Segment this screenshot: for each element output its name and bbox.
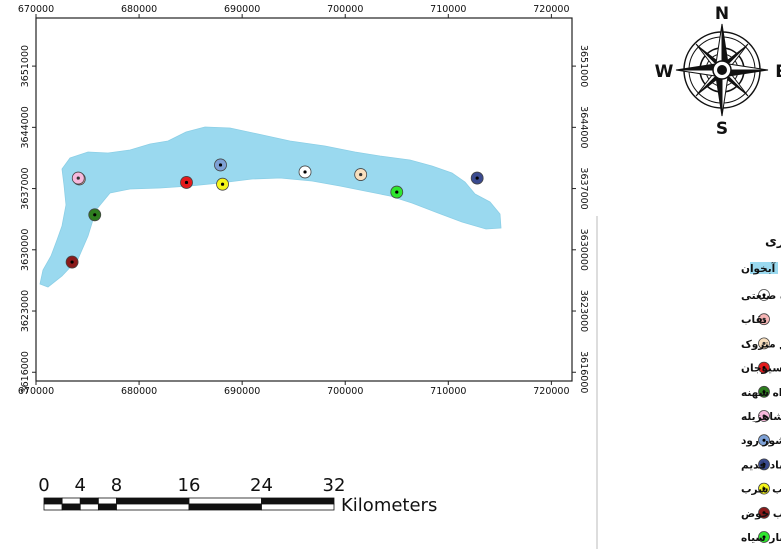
west-label: W (655, 62, 674, 82)
x-tick-label-bottom: 720000 (533, 386, 569, 397)
y-tick-label-left: 3623000 (20, 290, 31, 332)
station-marker-rah_shahneh[interactable] (88, 208, 102, 222)
x-tick-label-top: 710000 (430, 4, 466, 15)
legend-label: جنوب حاجی اباد-عمیق متروک (741, 338, 781, 350)
legend-items: اراضی شمس آباد-شهرک صنعتی نقاب جنوب حاجی ا… (741, 289, 781, 544)
x-tick-label-top: 680000 (121, 4, 157, 15)
legend-aquifer-swatch (750, 262, 778, 274)
scale-label: 0 (38, 475, 49, 496)
aquifer-polygon (39, 126, 502, 288)
y-tick-label-right: 3644000 (578, 106, 589, 148)
south-label: S (716, 119, 728, 139)
legend-item-nasrabad: نصرآباد، جنب حوض (741, 507, 781, 520)
legend-item-jonub_haji: جنوب حاجی اباد-عمیق متروک (741, 337, 781, 350)
y-tick-label-right: 3623000 (578, 290, 589, 332)
y-tick-label-left: 3651000 (20, 45, 31, 87)
station-marker-shokatabad[interactable] (470, 171, 484, 185)
x-axis-bottom: 670000 680000 690000 700000 710000 720000 (18, 381, 570, 397)
x-axis-top: 670000 680000 690000 700000 710000 720000 (18, 4, 570, 18)
north-label: N (715, 4, 729, 24)
y-tick-label-right: 3630000 (578, 229, 589, 271)
y-tick-label-right: 3651000 (578, 45, 589, 87)
x-tick-label-bottom: 710000 (430, 386, 466, 397)
x-tick-label-bottom: 670000 (18, 386, 54, 397)
scale-label: 8 (111, 475, 122, 496)
scale-label: 4 (75, 475, 86, 496)
legend-label: غرب محمدیه -جنب آب شرب (741, 483, 781, 496)
legend-item-shokatabad: شوکت آباد قدیم (741, 458, 781, 471)
x-tick-label-bottom: 700000 (327, 386, 363, 397)
x-tick-label-top: 720000 (533, 4, 569, 15)
legend-label: نصرآباد، جنب حوض (741, 507, 781, 520)
east-label: E (775, 62, 781, 82)
station-marker-arazi[interactable] (298, 165, 312, 179)
legend-label: نقاب (741, 314, 767, 326)
station-markers (65, 158, 484, 269)
legend-item-gharb_mohammadieh: غرب محمدیه -جنب آب شرب (741, 483, 781, 496)
scale-label: 24 (250, 475, 273, 496)
scale-label: 16 (178, 475, 201, 496)
legend: نقشه ایستگاه های پیزومتری آبخوان اراضی ش… (596, 216, 781, 549)
legend-item-rah_shahneh: راه شهنه (741, 385, 781, 399)
station-marker-rah_sivajan[interactable] (180, 176, 193, 189)
y-tick-label-left: 3644000 (20, 106, 31, 148)
legend-label: شمال محمدیه- ۳۰۰ متری شور رود (741, 435, 781, 447)
y-tick-label-left: 3616000 (20, 351, 31, 393)
station-marker-shomal_shahzileh[interactable] (71, 171, 85, 185)
x-tick-label-top: 690000 (224, 4, 260, 15)
legend-aquifer-label: آبخوان (741, 262, 776, 275)
x-tick-label-bottom: 680000 (121, 386, 157, 397)
y-tick-label-right: 3616000 (578, 351, 589, 393)
legend-label: اراضی شمس آباد-شهرک صنعتی (741, 289, 781, 302)
legend-item-shomal_shahzileh: شمال روستای شاهزیله (741, 410, 781, 423)
y-axis-left: 3651000 3644000 3637000 3630000 3623000 36160… (20, 45, 36, 393)
station-marker-nasrabad[interactable] (65, 255, 79, 269)
y-axis-right: 3651000 3644000 3637000 3630000 3623000 36160… (572, 45, 589, 393)
x-tick-label-top: 670000 (18, 4, 54, 15)
legend-label: شوکت آباد قدیم (741, 458, 781, 471)
scale-label: 32 (323, 475, 346, 496)
legend-label: شمال روستای شاهزیله (741, 411, 781, 423)
station-marker-gharb_mohammadieh[interactable] (216, 177, 229, 191)
legend-label: کنار سیاه (741, 532, 781, 544)
legend-item-arazi: اراضی شمس آباد-شهرک صنعتی (741, 289, 781, 302)
legend-label: راه سیوجان (741, 363, 781, 375)
x-tick-label-top: 700000 (327, 4, 363, 15)
station-marker-jonub_haji[interactable] (354, 168, 368, 181)
legend-item-noqab: نقاب (741, 313, 770, 326)
legend-item-kenar_siah: کنار سیاه (741, 531, 781, 544)
scale-bar: 0 4 8 16 24 32 Kilometers (38, 475, 437, 516)
legend-item-shomal_mohammadieh: شمال محمدیه- ۳۰۰ متری شور رود (741, 434, 781, 447)
legend-label: راه شهنه (741, 387, 781, 399)
x-tick-label-bottom: 690000 (224, 386, 260, 397)
scale-unit: Kilometers (341, 495, 437, 516)
north-arrow: N E S W (655, 4, 781, 139)
station-marker-shomal_mohammadieh[interactable] (214, 158, 227, 172)
y-tick-label-left: 3637000 (20, 167, 31, 209)
station-marker-kenar_siah[interactable] (390, 185, 404, 199)
y-tick-label-right: 3637000 (578, 167, 589, 209)
legend-item-rah_sivajan: راه سیوجان (741, 361, 781, 375)
map-frame (35, 17, 573, 382)
y-tick-label-left: 3630000 (20, 229, 31, 271)
legend-title: نقشه ایستگاه های پیزومتری (765, 233, 781, 249)
